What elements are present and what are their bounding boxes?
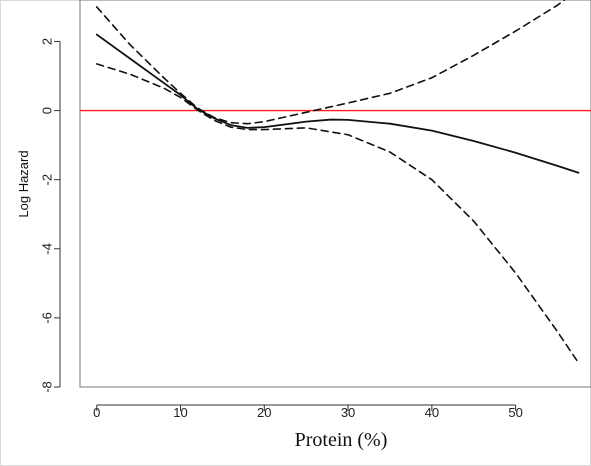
upper-ci-line bbox=[95, 0, 566, 125]
plot-lines bbox=[80, 0, 591, 364]
y-tick-label: -8 bbox=[39, 381, 54, 393]
x-axis-title: Protein (%) bbox=[295, 429, 388, 451]
x-tick-label: 0 bbox=[93, 405, 100, 420]
x-tick-label: 50 bbox=[508, 405, 522, 420]
y-axis-title: Log Hazard bbox=[16, 150, 31, 217]
y-tick-label: 2 bbox=[39, 38, 54, 45]
y-tick-label: -2 bbox=[39, 174, 54, 186]
y-tick-label: 0 bbox=[39, 107, 54, 114]
y-tick-label: -6 bbox=[39, 312, 54, 324]
x-axis: 0 10 20 30 40 50 bbox=[93, 404, 523, 420]
y-axis: -8 -6 -4 -2 0 2 bbox=[39, 38, 61, 393]
x-tick-label: 10 bbox=[173, 405, 187, 420]
estimate-line bbox=[95, 33, 580, 174]
x-tick-label: 30 bbox=[341, 405, 355, 420]
y-tick-label: -4 bbox=[39, 243, 54, 255]
x-tick-label: 20 bbox=[257, 405, 271, 420]
lower-ci-line bbox=[95, 63, 580, 364]
x-tick-label: 40 bbox=[425, 405, 439, 420]
plot-frame bbox=[79, 0, 591, 388]
